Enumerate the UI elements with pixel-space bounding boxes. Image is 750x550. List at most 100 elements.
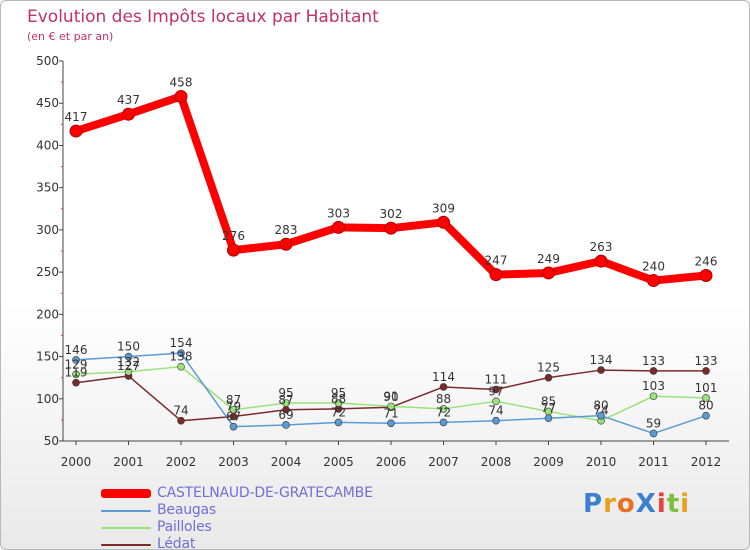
x-tick-label: 2012 [691, 455, 722, 469]
data-point [649, 392, 658, 401]
data-label: 127 [117, 359, 140, 373]
data-point [387, 419, 395, 428]
x-tick-label: 2000 [61, 455, 92, 469]
data-point [174, 89, 188, 103]
data-label: 95 [278, 386, 293, 400]
data-point [122, 107, 135, 121]
data-label: 74 [593, 404, 608, 418]
y-tick-label: 500 [36, 54, 59, 68]
y-tick-label: 350 [36, 181, 59, 195]
x-tick-label: 2007 [428, 455, 459, 469]
data-point [72, 378, 80, 387]
legend-swatch-pailloles [101, 526, 151, 529]
logo-letter: t [666, 489, 681, 519]
logo-letter: X [635, 489, 657, 519]
data-label: 309 [432, 201, 455, 215]
data-label: 77 [541, 401, 556, 415]
legend-label-beaugas: Beaugas [157, 502, 217, 518]
data-label: 80 [698, 399, 713, 413]
data-label: 146 [65, 343, 88, 357]
legend-label-castelnaud: CASTELNAUD-DE-GRATECAMBE [157, 485, 373, 501]
data-point [702, 394, 710, 402]
data-label: 97 [488, 384, 503, 398]
data-point [282, 421, 290, 429]
data-point [439, 405, 448, 413]
legend-item-castelnaud: CASTELNAUD-DE-GRATECAMBE [101, 485, 373, 502]
data-label: 119 [65, 366, 88, 380]
y-tick-label: 300 [36, 223, 59, 237]
data-point [492, 397, 500, 406]
data-label: 90 [383, 390, 398, 404]
logo-letter: P [583, 489, 604, 519]
data-point [177, 349, 185, 357]
legend-item-pailloles: Pailloles [101, 519, 373, 536]
data-label: 79 [226, 400, 241, 414]
data-point [649, 367, 658, 375]
data-label: 302 [380, 207, 403, 221]
data-label: 103 [642, 379, 665, 393]
data-label: 69 [278, 408, 293, 422]
data-label: 132 [117, 355, 140, 369]
data-label: 85 [541, 394, 556, 408]
data-point [489, 268, 503, 282]
data-point [544, 373, 553, 382]
chart-subtitle: (en € et par an) [27, 30, 113, 43]
data-label: 283 [275, 223, 298, 237]
data-label: 71 [383, 406, 398, 420]
data-point [544, 414, 553, 423]
data-point [542, 266, 555, 280]
data-label: 111 [485, 372, 508, 386]
data-label: 240 [642, 260, 665, 274]
y-tick-label: 50 [44, 434, 59, 448]
y-tick-label: 100 [36, 392, 59, 406]
data-point [229, 405, 238, 414]
data-label: 59 [646, 416, 661, 430]
data-point [279, 237, 293, 251]
data-label: 437 [117, 93, 140, 107]
data-point [597, 411, 605, 420]
data-point [492, 416, 500, 425]
data-point [647, 274, 660, 288]
data-label: 154 [170, 336, 193, 350]
series-layer [69, 89, 713, 438]
data-point [387, 402, 395, 411]
data-label: 276 [222, 229, 245, 243]
proxiti-logo: ProXiti [583, 489, 690, 519]
x-tick-label: 2008 [481, 455, 512, 469]
data-label: 72 [436, 405, 451, 419]
chart-title: Evolution des Impôts locaux par Habitant [27, 7, 379, 27]
data-label: 133 [642, 354, 665, 368]
data-point [437, 215, 450, 229]
x-tick-label: 2010 [586, 455, 617, 469]
data-point [332, 220, 345, 234]
y-tick-label: 400 [36, 138, 59, 152]
data-point [492, 385, 500, 394]
x-tick-label: 2001 [113, 455, 144, 469]
data-point [594, 254, 608, 268]
legend: CASTELNAUD-DE-GRATECAMBE Beaugas Paillol… [101, 485, 373, 550]
legend-label-ledat: Lédat [157, 536, 196, 550]
data-label: 67 [226, 410, 241, 424]
legend-label-pailloles: Pailloles [157, 519, 212, 535]
data-label: 246 [695, 254, 718, 268]
data-label: 87 [278, 393, 293, 407]
data-label: 133 [695, 354, 718, 368]
data-label: 263 [590, 240, 613, 254]
data-point [439, 383, 448, 391]
line-chart: Evolution des Impôts locaux par Habitant… [27, 7, 729, 469]
legend-swatch-castelnaud [101, 489, 151, 498]
x-tick-label: 2002 [166, 455, 197, 469]
data-point [69, 124, 83, 138]
data-label: 417 [65, 110, 88, 124]
y-tick-label: 150 [36, 350, 59, 364]
data-label: 303 [327, 206, 350, 220]
y-tick-label: 450 [36, 96, 59, 110]
y-tick-label: 200 [36, 307, 59, 321]
data-point [124, 367, 133, 376]
data-label: 80 [593, 399, 608, 413]
data-point [597, 366, 605, 374]
series-pailloles [72, 362, 710, 425]
data-label: 74 [173, 404, 188, 418]
